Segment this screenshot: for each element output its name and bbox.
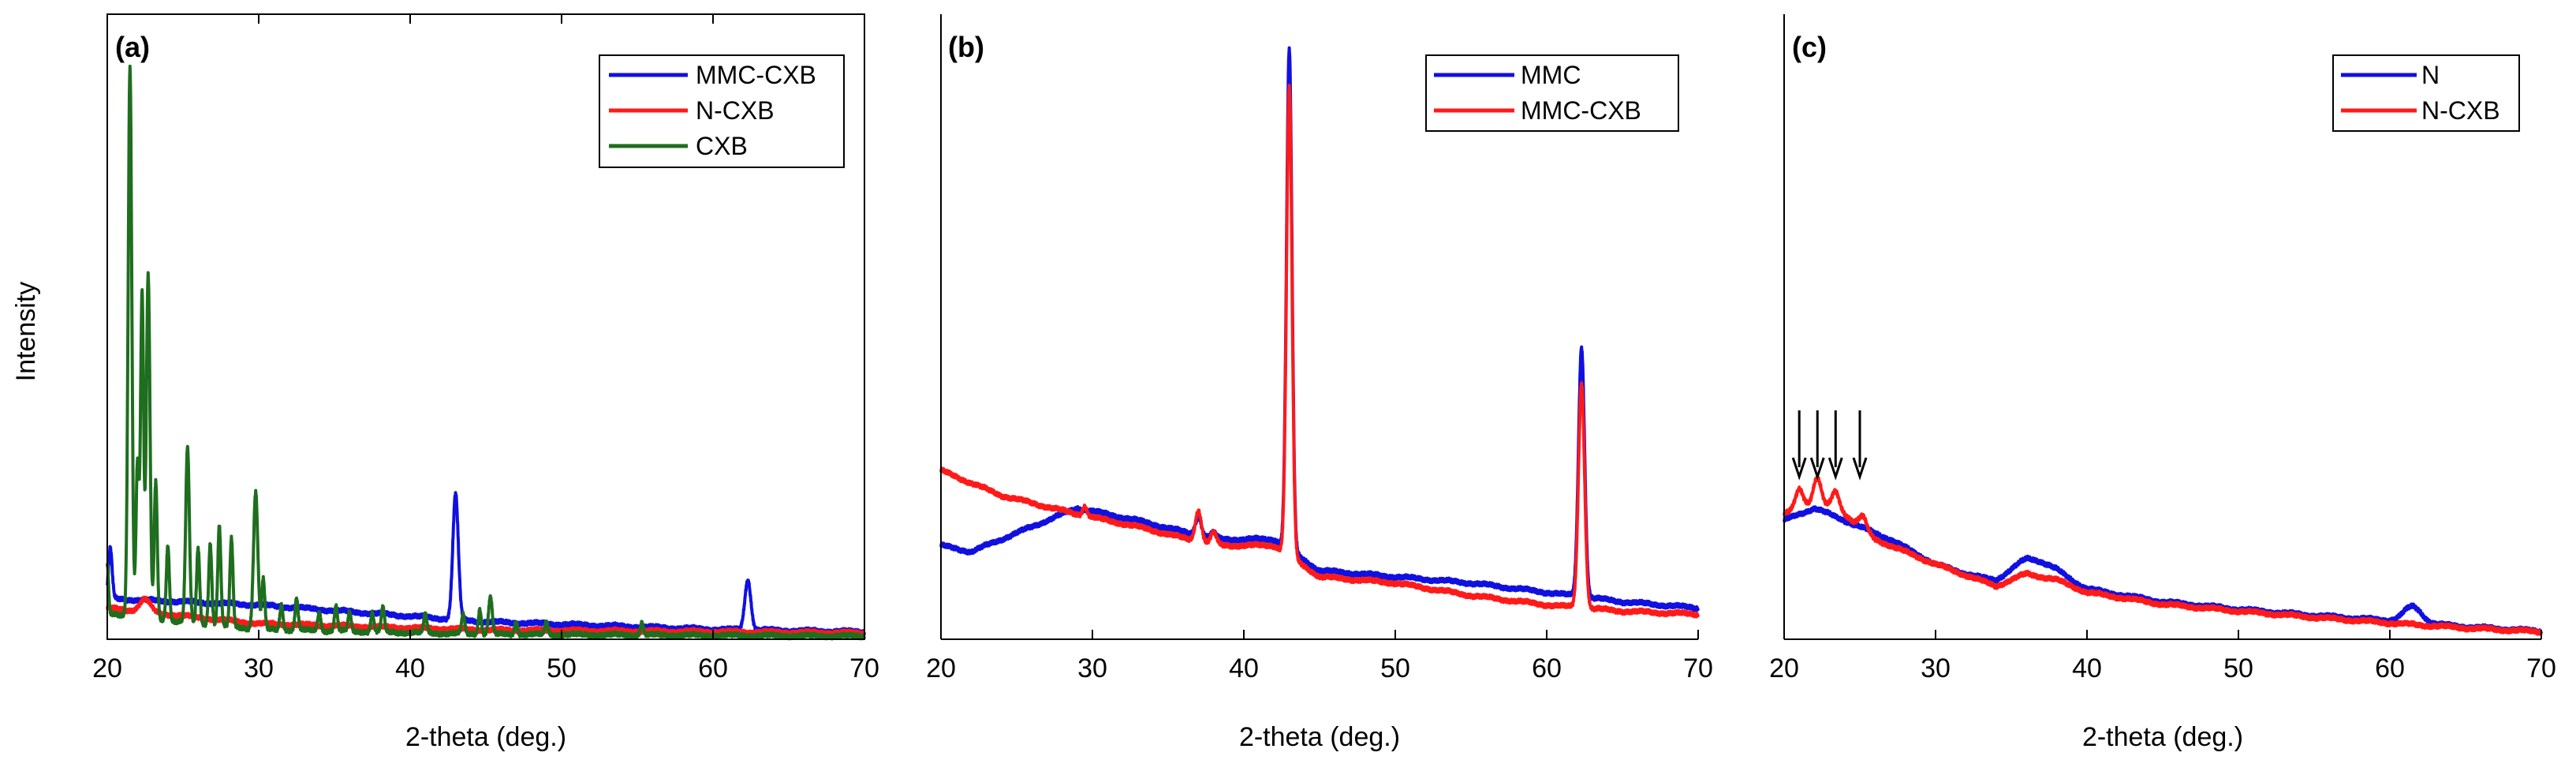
panel-a-legend-n-cxb: N-CXB	[696, 96, 775, 125]
panel-a-series	[106, 64, 866, 641]
panel-b-tick-label-60: 60	[1532, 653, 1562, 683]
panel-b-legend: MMC MMC-CXB	[1425, 54, 1679, 132]
panel-c-tick-label-70: 70	[2526, 653, 2556, 683]
panel-b-tick-label-50: 50	[1380, 653, 1410, 683]
panel-b-line-mmc-cxb	[939, 84, 1700, 619]
panel-a-ticks: 20 30 40 50 60 70	[92, 14, 879, 683]
panel-b-tick-label-40: 40	[1229, 653, 1259, 683]
panel-c-tick-label-50: 50	[2223, 653, 2253, 683]
panel-c-tick-label-40: 40	[2072, 653, 2102, 683]
panel-a: 20 30 40 50 60 70 (a) 2-theta (deg.) MMC-CXB …	[92, 13, 879, 752]
panel-c: 20 30 40 50 60 70 (c) 2-theta (deg.) N N-CXB	[1769, 14, 2556, 752]
panel-a-line-cxb	[106, 64, 866, 641]
panel-a-tick-label-20: 20	[92, 653, 122, 683]
panel-b-label: (b)	[948, 31, 984, 63]
panel-c-tick-label-60: 60	[2375, 653, 2405, 683]
panel-b-series	[939, 46, 1700, 619]
panel-a-tick-label-50: 50	[547, 653, 577, 683]
panel-c-tick-label-30: 30	[1921, 653, 1951, 683]
panel-a-label: (a)	[115, 31, 150, 63]
panel-c-annotation-arrow-3	[1827, 410, 1843, 481]
panel-c-tick-label-20: 20	[1769, 653, 1799, 683]
panel-b-ticks: 20 30 40 50 60 70	[926, 630, 1713, 683]
panel-c-legend-box	[2332, 54, 2520, 132]
panel-c-legend-n: N	[2421, 61, 2440, 89]
y-axis-label: Intensity	[11, 282, 41, 382]
panel-a-legend: MMC-CXB N-CXB CXB	[599, 54, 845, 168]
panel-c-annotation-arrow-4	[1852, 410, 1868, 481]
panel-a-tick-label-60: 60	[698, 653, 728, 683]
panel-a-xlabel: 2-theta (deg.)	[405, 722, 566, 752]
panel-c-annotation-arrow-1	[1791, 410, 1807, 481]
panel-c-line-n	[1783, 505, 2543, 635]
panel-c-arrows	[1791, 410, 1868, 481]
panel-b-legend-mmc-cxb: MMC-CXB	[1521, 96, 1641, 125]
panel-a-legend-mmc-cxb: MMC-CXB	[696, 61, 816, 89]
panel-b-tick-label-30: 30	[1077, 653, 1107, 683]
panel-c-ticks: 20 30 40 50 60 70	[1769, 630, 2556, 683]
panel-b-tick-label-20: 20	[926, 653, 956, 683]
panel-b-legend-mmc: MMC	[1521, 61, 1581, 89]
panel-a-legend-cxb: CXB	[696, 132, 748, 160]
panel-c-line-n-cxb	[1783, 475, 2543, 636]
panel-b-xlabel: 2-theta (deg.)	[1239, 722, 1400, 752]
panel-b-legend-box	[1425, 54, 1679, 132]
panel-b: 20 30 40 50 60 70 (b) 2-theta (deg.) MMC MMC-…	[926, 14, 1713, 752]
panel-c-label: (c)	[1792, 31, 1827, 63]
panel-a-tick-label-40: 40	[395, 653, 425, 683]
panel-c-annotation-arrow-2	[1809, 410, 1825, 481]
panel-a-tick-label-30: 30	[244, 653, 274, 683]
panel-a-tick-label-70: 70	[849, 653, 879, 683]
panel-c-legend-n-cxb: N-CXB	[2421, 96, 2500, 125]
panel-a-frame	[106, 13, 865, 640]
panel-b-tick-label-70: 70	[1683, 653, 1713, 683]
panel-c-xlabel: 2-theta (deg.)	[2082, 722, 2243, 752]
panel-c-series	[1783, 475, 2543, 636]
panel-c-legend: N N-CXB	[2332, 54, 2520, 132]
